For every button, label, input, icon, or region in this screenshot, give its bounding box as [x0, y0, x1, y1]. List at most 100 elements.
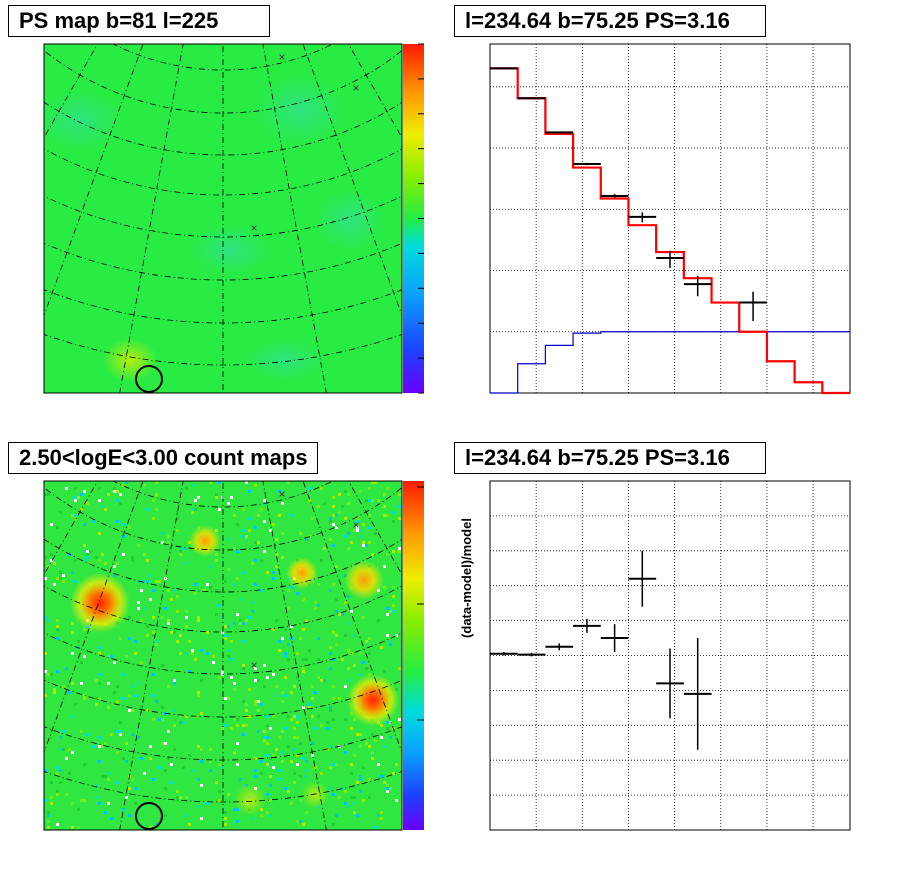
count-pixel — [230, 640, 233, 643]
count-pixel — [167, 730, 170, 733]
count-pixel — [254, 679, 257, 682]
count-pixel — [347, 622, 350, 625]
count-pixel — [263, 739, 266, 742]
count-pixel — [329, 589, 332, 592]
count-pixel — [383, 781, 386, 784]
count-pixel — [200, 817, 203, 820]
count-pixel — [287, 643, 290, 646]
count-pixel — [365, 667, 368, 670]
longitude-line — [347, 44, 402, 139]
count-pixel — [80, 661, 83, 664]
count-pixel — [74, 514, 77, 517]
count-pixel — [206, 583, 209, 586]
count-pixel — [212, 655, 215, 658]
count-pixel — [332, 685, 335, 688]
count-pixel — [338, 697, 341, 700]
count-pixel — [44, 652, 47, 655]
count-pixel — [122, 523, 125, 526]
count-pixel — [137, 736, 140, 739]
count-pixel — [386, 727, 389, 730]
count-pixel — [224, 817, 227, 820]
count-pixel — [236, 724, 239, 727]
count-pixel — [47, 565, 50, 568]
count-pixel — [266, 811, 269, 814]
count-pixel — [194, 499, 197, 502]
count-pixel — [383, 505, 386, 508]
count-pixel — [266, 724, 269, 727]
count-pixel — [200, 712, 203, 715]
count-pixel — [275, 553, 278, 556]
count-pixel — [203, 589, 206, 592]
count-pixel — [221, 673, 224, 676]
count-pixel — [170, 631, 173, 634]
count-pixel — [344, 535, 347, 538]
count-pixel — [305, 619, 308, 622]
count-pixel — [269, 814, 272, 817]
count-pixel — [224, 625, 227, 628]
count-pixel — [68, 691, 71, 694]
count-pixel — [251, 601, 254, 604]
count-pixel — [197, 778, 200, 781]
count-pixel — [254, 769, 257, 772]
count-pixel — [167, 619, 170, 622]
count-pixel — [233, 583, 236, 586]
count-pixel — [137, 682, 140, 685]
count-pixel — [314, 601, 317, 604]
count-pixel — [296, 652, 299, 655]
count-pixel — [269, 727, 272, 730]
count-pixel — [284, 676, 287, 679]
count-pixel — [374, 826, 377, 829]
count-pixel — [320, 772, 323, 775]
count-pixel — [371, 757, 374, 760]
count-pixel — [242, 529, 245, 532]
count-pixel — [176, 595, 179, 598]
count-pixel — [383, 493, 386, 496]
count-pixel — [227, 625, 230, 628]
count-pixel — [308, 706, 311, 709]
count-pixel — [191, 769, 194, 772]
count-pixel — [308, 487, 311, 490]
count-pixel — [191, 484, 194, 487]
count-pixel — [392, 604, 395, 607]
count-pixel — [392, 520, 395, 523]
count-pixel — [209, 760, 212, 763]
count-pixel — [302, 667, 305, 670]
count-pixel — [143, 772, 146, 775]
count-pixel — [119, 733, 122, 736]
count-pixel — [215, 613, 218, 616]
count-pixel — [113, 703, 116, 706]
count-pixel — [152, 718, 155, 721]
count-pixel — [377, 763, 380, 766]
colorbar — [403, 481, 424, 830]
count-pixel — [296, 715, 299, 718]
count-pixel — [284, 694, 287, 697]
count-pixel — [215, 781, 218, 784]
count-pixel — [71, 826, 74, 829]
longitude-line — [262, 44, 327, 393]
count-pixel — [98, 532, 101, 535]
count-pixel — [281, 700, 284, 703]
count-pixel — [242, 508, 245, 511]
count-pixel — [149, 826, 152, 829]
count-pixel — [146, 559, 149, 562]
count-pixel — [173, 709, 176, 712]
count-pixel — [263, 685, 266, 688]
count-pixel — [176, 790, 179, 793]
count-pixel — [158, 766, 161, 769]
count-pixel — [386, 721, 389, 724]
count-pixel — [245, 709, 248, 712]
count-pixel — [347, 493, 350, 496]
count-pixel — [161, 532, 164, 535]
count-pixel — [176, 640, 179, 643]
count-pixel — [266, 763, 269, 766]
count-pixel — [194, 658, 197, 661]
count-pixel — [119, 502, 122, 505]
count-pixel — [395, 799, 398, 802]
count-pixel — [332, 658, 335, 661]
count-pixel — [347, 502, 350, 505]
count-pixel — [230, 496, 233, 499]
count-pixel — [44, 616, 47, 619]
count-pixel — [350, 763, 353, 766]
count-pixel — [116, 490, 119, 493]
count-pixel — [386, 514, 389, 517]
